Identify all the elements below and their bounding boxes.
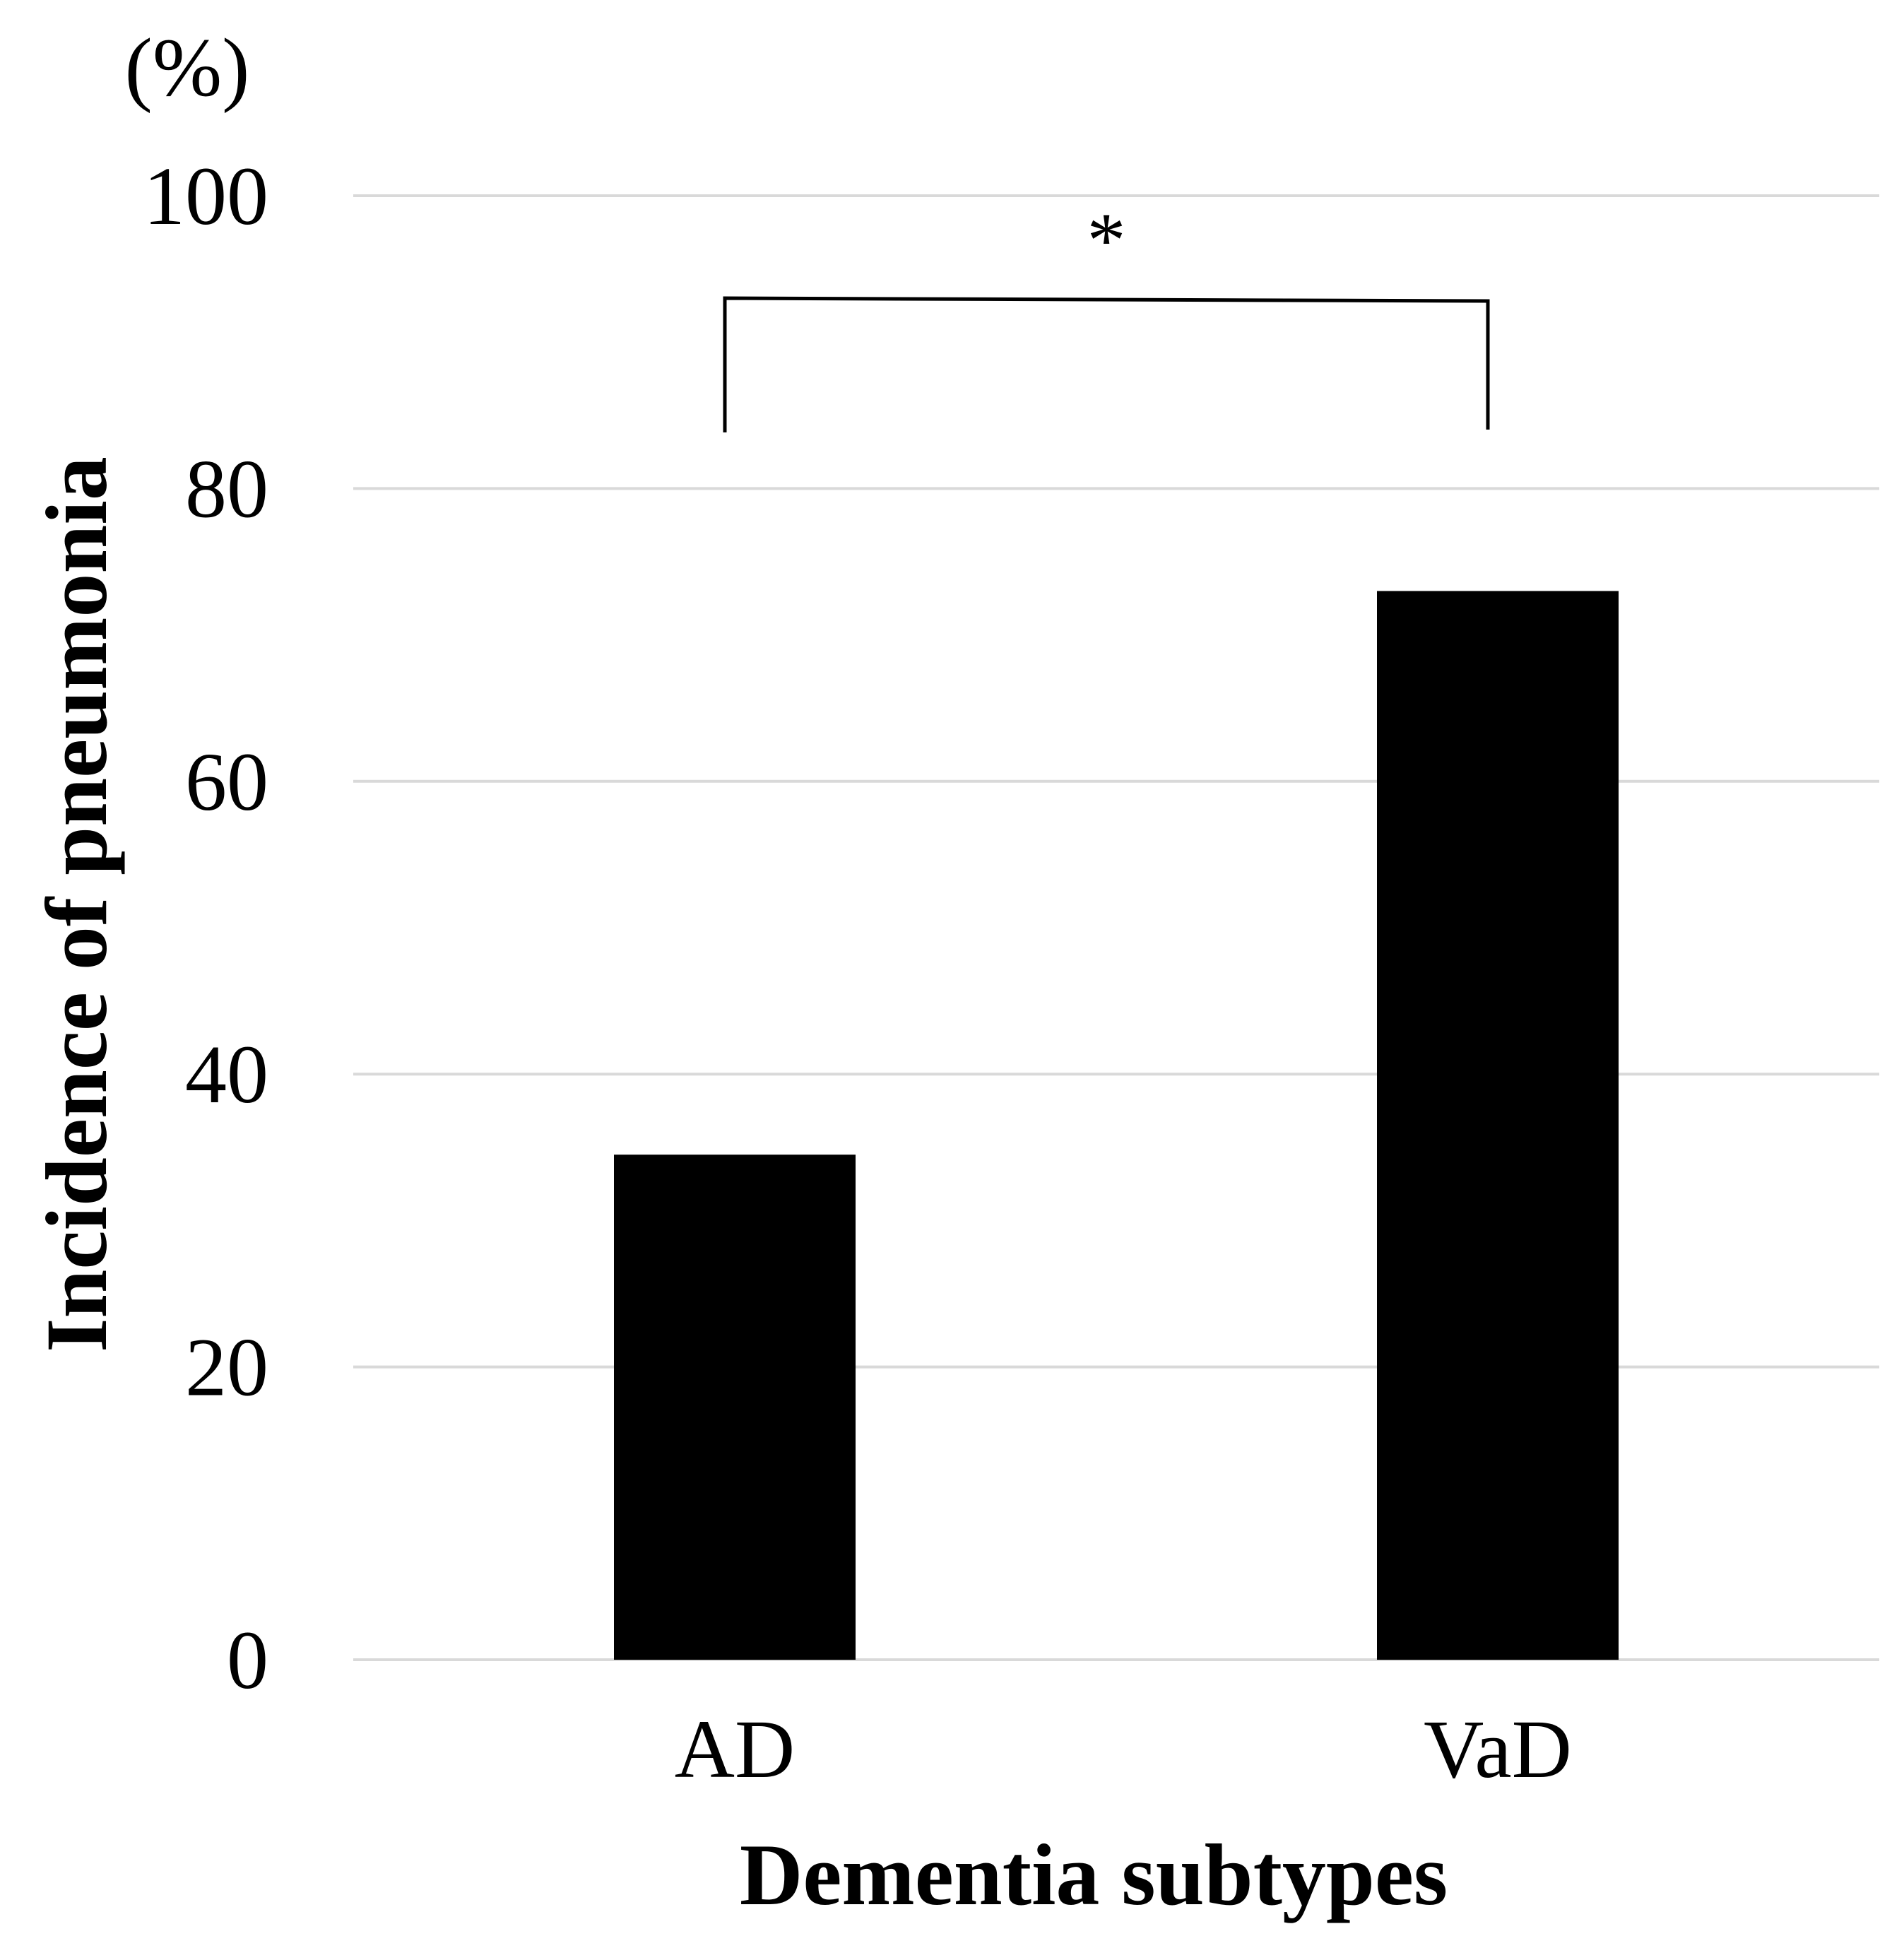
x-axis-title: Dementia subtypes <box>740 1826 1448 1923</box>
y-tick-label-100: 100 <box>143 150 268 242</box>
bar-ad <box>614 1155 856 1660</box>
x-category-labels: AD VaD <box>675 1703 1572 1795</box>
bars <box>614 591 1619 1660</box>
significance-annotation: * <box>723 197 1490 433</box>
x-category-label-ad: AD <box>675 1703 795 1795</box>
x-category-label-vad: VaD <box>1424 1703 1572 1795</box>
y-tick-labels: 0 20 40 60 80 100 <box>143 150 268 1706</box>
significance-label: * <box>1087 197 1126 283</box>
y-axis-title: Incidence of pneumonia <box>28 456 125 1352</box>
gridlines <box>353 194 1879 1661</box>
significance-bracket <box>723 296 1490 433</box>
y-tick-label-60: 60 <box>185 736 268 828</box>
y-tick-label-40: 40 <box>185 1028 268 1121</box>
bar-vad <box>1377 591 1619 1660</box>
y-tick-label-20: 20 <box>185 1321 268 1414</box>
y-unit-label: (%) <box>125 21 250 114</box>
y-tick-label-0: 0 <box>227 1614 268 1706</box>
y-tick-label-80: 80 <box>185 442 268 535</box>
